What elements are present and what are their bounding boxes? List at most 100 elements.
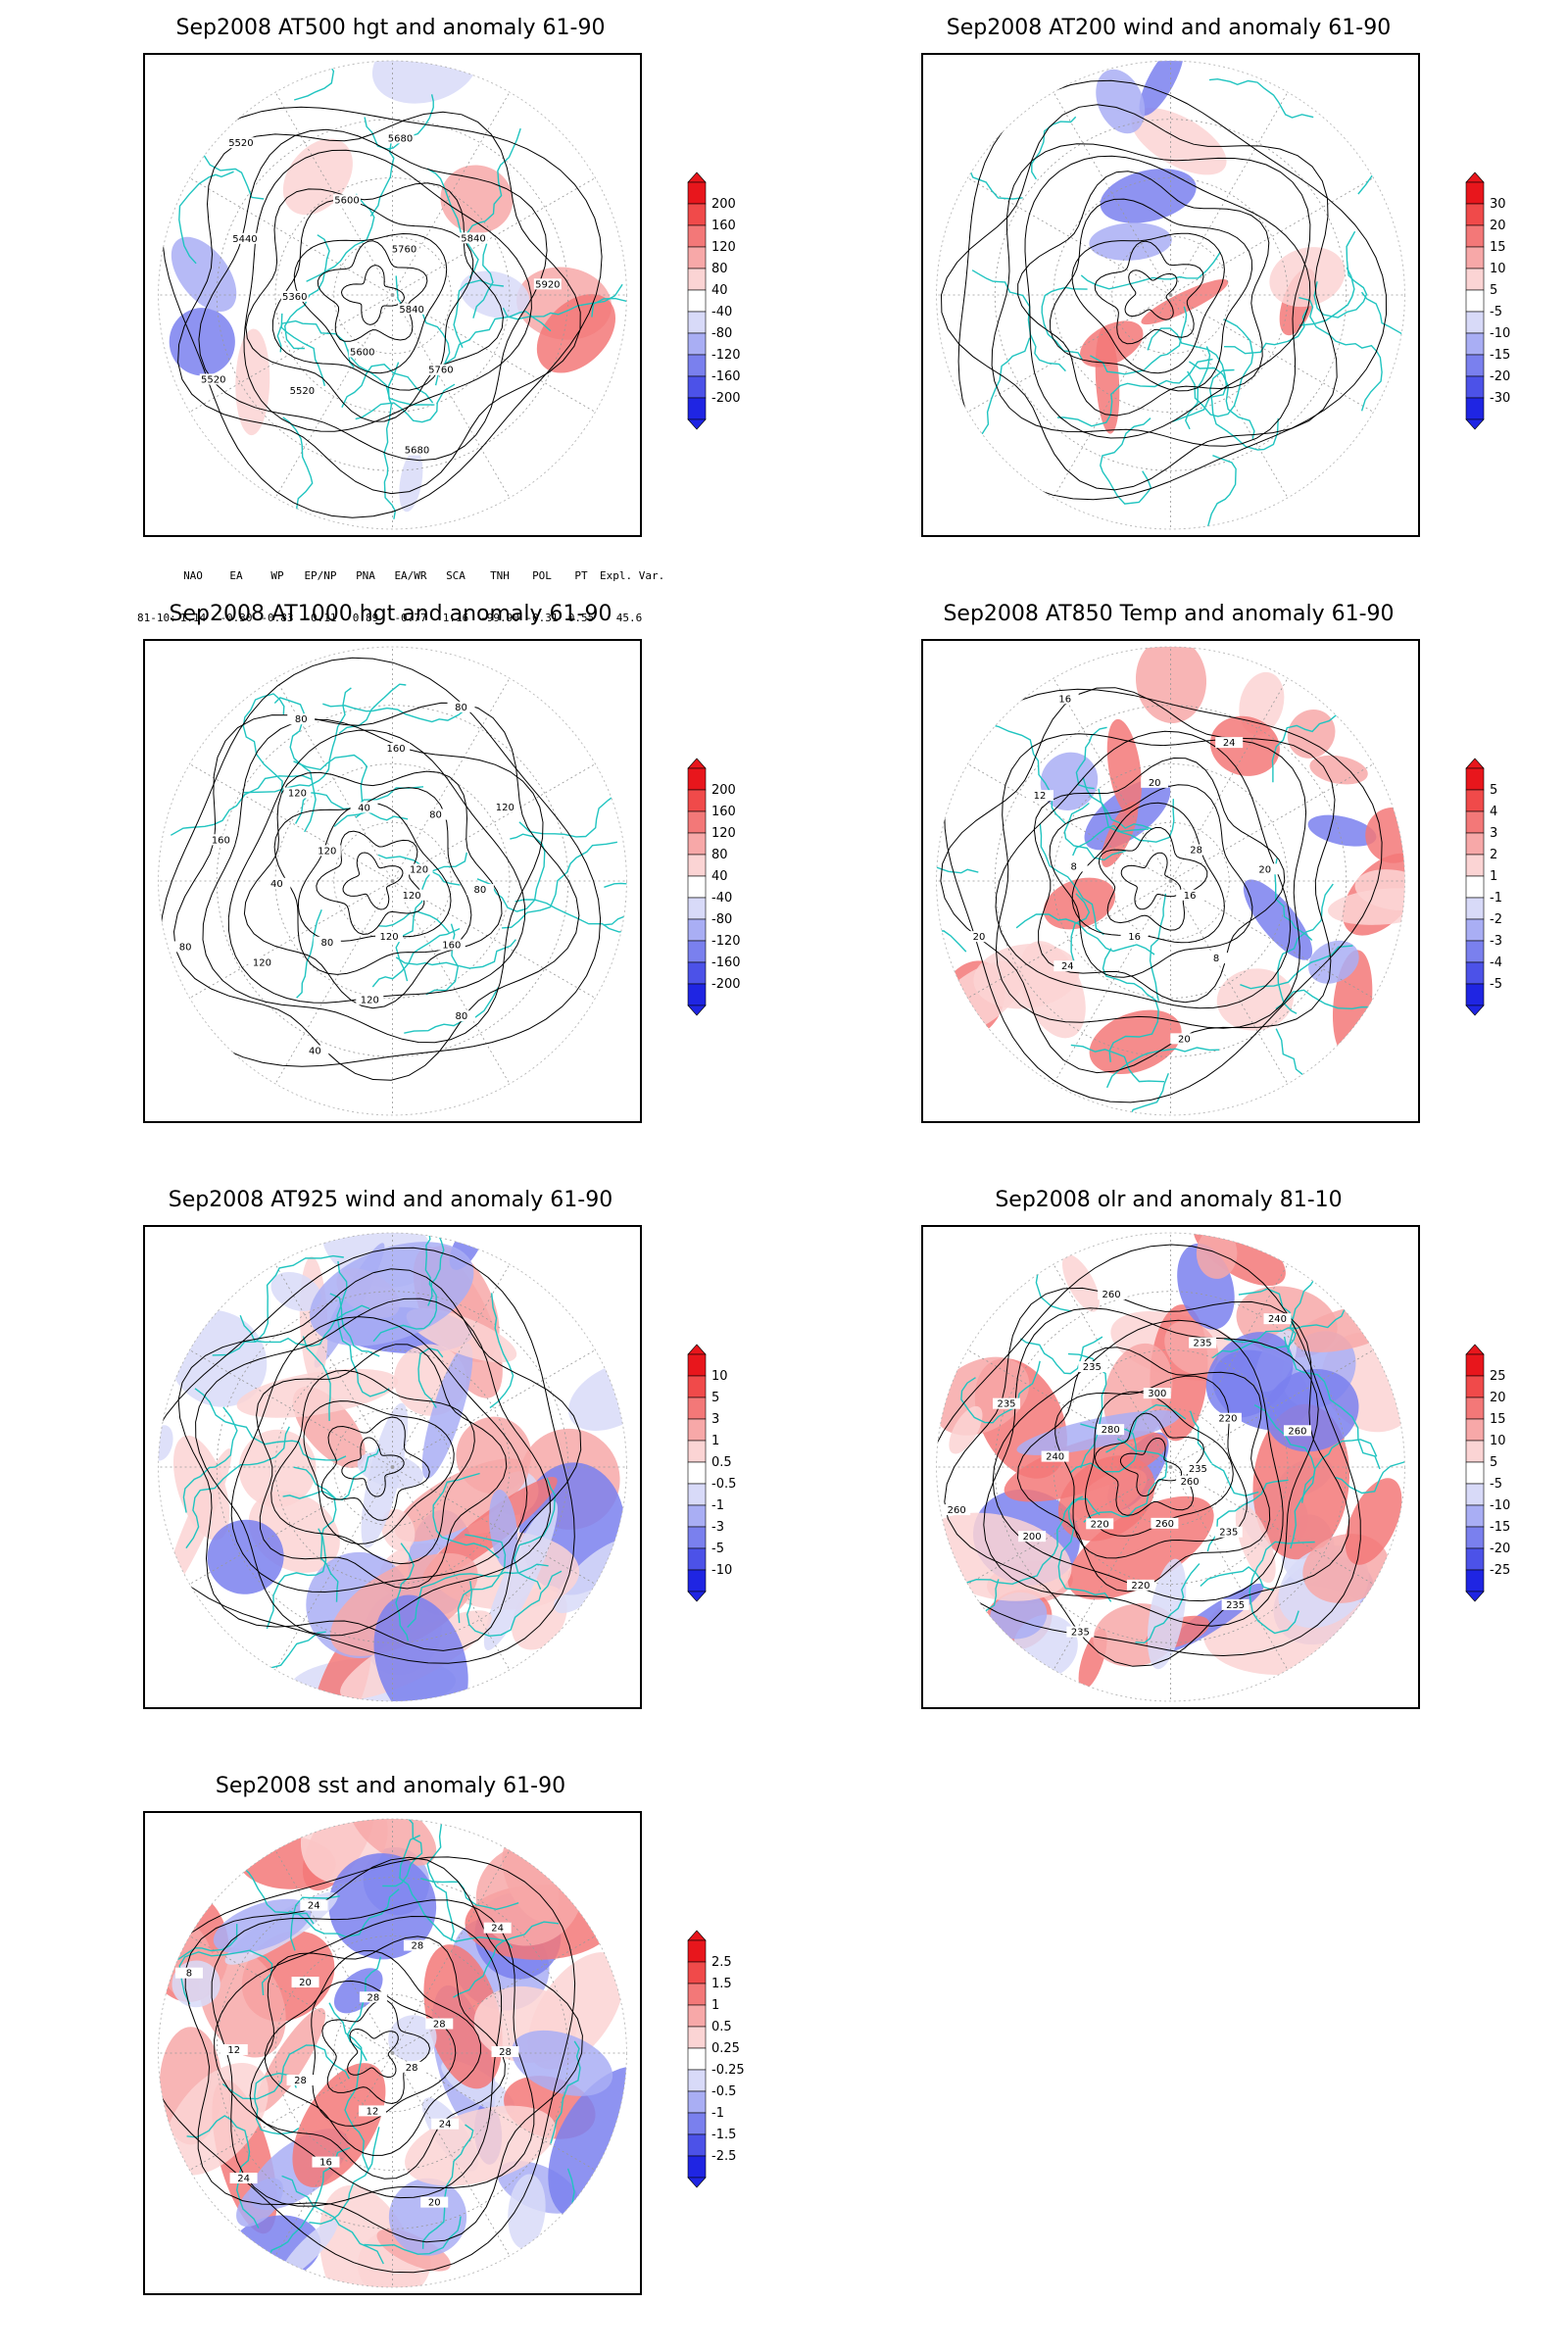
- coastline: [426, 168, 479, 278]
- colorbar-box: [1465, 1526, 1485, 1549]
- contour-line: [1016, 1347, 1271, 1592]
- coastline: [1102, 948, 1159, 1062]
- contour-line: [311, 1980, 457, 2127]
- colorbar-box: [687, 1440, 707, 1463]
- negative-anomaly-area: [548, 2066, 627, 2221]
- colorbar-box: [687, 289, 707, 313]
- contour-label: 260: [1288, 1426, 1306, 1437]
- contour-line: [198, 128, 548, 462]
- contour-label: 24: [491, 1924, 504, 1935]
- colorbar-box: [687, 832, 707, 856]
- colorbar-tick-label: 20: [1490, 219, 1506, 233]
- colorbar-tick-label: -0.5: [711, 2084, 736, 2099]
- colorbar-box: [1465, 332, 1485, 356]
- contour-line: [243, 149, 532, 432]
- colorbar-box: [687, 375, 707, 399]
- colorbar-tick-label: -30: [1490, 391, 1510, 406]
- contour-label: 20: [973, 932, 986, 943]
- contour-label-bg: [207, 834, 235, 846]
- colorbar-box: [1465, 940, 1485, 963]
- polar-map: 28 24 20 12 16 24 28 12 8 20 24 28 28 24 28 28: [158, 1818, 627, 2288]
- indices-header-row: NAO EA WP EP/NP PNA EA/WR SCA TNH POL PT Expl. Var…: [137, 567, 664, 584]
- index-value: -0.30: [220, 612, 253, 624]
- coastline: [976, 1258, 1072, 1312]
- colorbar-tick-label: -1: [1490, 891, 1502, 906]
- contour-label-bg: [288, 385, 317, 397]
- contour-line: [270, 1369, 475, 1565]
- latitude-circle: [1053, 1349, 1289, 1585]
- contour-label-bg: [491, 801, 519, 812]
- colorbar-box: [1465, 897, 1485, 920]
- positive-anomaly-area: [255, 2008, 326, 2113]
- colorbar-tick-label: -120: [711, 348, 741, 363]
- colorbar-tick-label: -200: [711, 391, 741, 406]
- contour-label-bg: [313, 845, 341, 857]
- contour-label-bg: [1221, 1598, 1250, 1610]
- colorbar-box: [1465, 311, 1485, 334]
- colorbar-box: [687, 268, 707, 291]
- positive-anomaly-area: [423, 1944, 503, 2089]
- positive-anomaly-area: [199, 1947, 286, 2058]
- latitude-circle: [1111, 235, 1230, 355]
- contour-line: [1054, 1375, 1248, 1559]
- contour-line: [320, 1416, 430, 1521]
- colorbar-tick-label: 0.5: [711, 1455, 732, 1470]
- latitude-circle: [994, 119, 1348, 471]
- contour-label-bg: [1041, 1450, 1069, 1462]
- index-header: PNA: [356, 569, 375, 582]
- negative-anomaly-area: [279, 2220, 338, 2278]
- contour-label: 300: [1148, 1389, 1166, 1399]
- contour-label-bg: [425, 2018, 454, 2030]
- polar-map: 5840 5760 5680 5600 5520 5520 5360 5440 5520 5600…: [158, 60, 627, 530]
- colorbar-arrow-bottom: [687, 418, 707, 430]
- positive-anomaly-area: [1089, 1009, 1182, 1075]
- contour-line: [177, 111, 581, 495]
- positive-anomaly-area: [1057, 1455, 1155, 1542]
- colorbar-box: [687, 224, 707, 248]
- colorbar-tick-label: 3: [711, 1412, 719, 1427]
- contour-label-bg: [403, 1939, 431, 1951]
- coastline: [1253, 1403, 1316, 1549]
- contour-label: 5840: [399, 305, 423, 316]
- contour-label-bg: [390, 243, 418, 255]
- colorbar-arrow-bottom: [1465, 1004, 1485, 1016]
- contour-label-bg: [375, 931, 404, 943]
- polar-map: 120 160 80 120 120 40 80 120 80 40 160 120 120 80 40 16…: [158, 646, 627, 1116]
- contour-label: 5760: [392, 245, 416, 256]
- positive-anomaly-area: [1235, 1503, 1276, 1584]
- colorbar-box: [1465, 354, 1485, 377]
- contour-label-bg: [382, 743, 411, 755]
- contour-label: 160: [442, 941, 461, 952]
- coastline: [425, 923, 460, 996]
- colorbar-tick-label: -5: [711, 1542, 724, 1556]
- contour-label: 24: [1061, 961, 1074, 972]
- coastline: [1298, 267, 1355, 326]
- contour-label: 120: [318, 846, 336, 857]
- negative-anomaly-area: [511, 2030, 613, 2096]
- colorbar-tick-label: 3: [1490, 826, 1497, 841]
- contour-line: [303, 1400, 455, 1544]
- coastline: [341, 364, 434, 408]
- polar-map: 16 8 20 16 24 20 8 12 16 20 24 28 20: [936, 646, 1405, 1116]
- colorbar-box: [687, 1569, 707, 1592]
- positive-anomaly-area: [1141, 279, 1229, 325]
- coastline: [322, 703, 469, 723]
- contour-label: 5680: [388, 133, 413, 144]
- latitude-circle: [274, 177, 511, 413]
- colorbar-box: [1465, 1483, 1485, 1506]
- negative-anomaly-area: [1089, 222, 1172, 261]
- coastline: [243, 687, 352, 794]
- contour-label: 260: [1102, 1290, 1121, 1300]
- contour-label: 235: [1226, 1600, 1245, 1611]
- coastline: [603, 882, 627, 926]
- coastline: [502, 283, 623, 320]
- contour-label-bg: [1250, 863, 1279, 875]
- contour-line: [245, 182, 504, 422]
- coastline: [290, 1895, 340, 1951]
- contour-label-bg: [332, 194, 361, 206]
- coastline: [185, 1426, 290, 1549]
- contour-label-bg: [1097, 1424, 1125, 1436]
- meridian-line: [1170, 294, 1374, 413]
- contour-label-bg: [993, 1397, 1021, 1409]
- contour-label-bg: [398, 2061, 426, 2073]
